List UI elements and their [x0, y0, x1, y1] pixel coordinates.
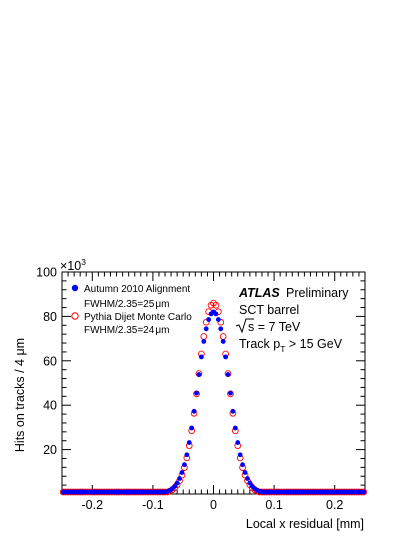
x-axis-title: Local x residual [mm] — [246, 517, 364, 531]
y-tick-label: 60 — [43, 354, 57, 368]
data-point — [213, 311, 219, 317]
data-point — [240, 462, 245, 468]
data-point — [232, 425, 238, 431]
data-point — [361, 489, 367, 495]
y-tick-label: 20 — [43, 443, 57, 457]
x-tick-label: -0.2 — [82, 498, 104, 512]
data-point — [245, 476, 250, 481]
legend-label-data: Autumn 2010 Alignment — [84, 284, 190, 295]
data-point — [228, 390, 233, 396]
preliminary-label: Preliminary — [286, 286, 349, 300]
x-tick-label: -0.1 — [142, 498, 164, 512]
data-point — [198, 354, 204, 360]
x-axis-ticks: -0.2 -0.1 0 0.1 0.2 — [61, 272, 366, 512]
data-point — [206, 317, 212, 322]
data-point — [179, 470, 185, 475]
data-point — [242, 470, 248, 475]
atlas-label: ATLAS — [238, 286, 280, 300]
energy-label: s = 7 TeV — [248, 320, 301, 334]
legend: Autumn 2010 Alignment FWHM/2.35=25μm Pyt… — [71, 284, 192, 336]
data-point — [191, 408, 197, 414]
data-point — [201, 339, 207, 344]
legend-sublabel-data: FWHM/2.35=25μm — [84, 299, 169, 310]
series-autumn-2010-alignment — [60, 309, 367, 495]
legend-marker-open-circle — [71, 312, 79, 320]
legend-marker-filled-circle — [71, 284, 79, 292]
data-point — [196, 372, 202, 377]
y-axis-ticks: 20 40 60 80 100 — [36, 266, 365, 495]
data-point — [172, 483, 178, 489]
mc-point — [200, 333, 208, 340]
y-tick-label: 100 — [36, 266, 57, 280]
y-axis-title: Hits on tracks / 4 μm — [13, 338, 27, 452]
data-point — [218, 326, 224, 332]
data-point — [189, 425, 195, 431]
data-point — [182, 462, 187, 468]
data-point — [184, 452, 190, 458]
data-point — [215, 317, 221, 322]
sqrt-symbol — [235, 318, 254, 334]
legend-label-mc: Pythia Dijet Monte Carlo — [84, 312, 192, 323]
y-multiplier: ×103 — [60, 257, 86, 273]
x-tick-label: 0.1 — [265, 498, 282, 512]
y-tick-label: 40 — [43, 399, 57, 413]
data-point — [203, 326, 209, 332]
mc-point — [212, 301, 220, 309]
data-point — [247, 480, 253, 486]
data-point — [177, 476, 182, 481]
data-point — [230, 408, 236, 414]
mc-point — [219, 333, 227, 340]
y-tick-label: 80 — [43, 310, 57, 324]
data-point — [225, 372, 231, 377]
legend-sublabel-mc: FWHM/2.35=24μm — [84, 325, 169, 336]
data-point — [223, 354, 229, 360]
data-point — [220, 339, 226, 344]
x-tick-label: 0.2 — [326, 498, 343, 512]
data-point — [194, 390, 199, 396]
track-pt-label: Track pT > 15 GeV — [239, 337, 343, 354]
mc-point — [217, 318, 225, 326]
data-point — [235, 440, 241, 445]
mc-point — [202, 318, 210, 326]
data-point — [237, 452, 243, 458]
detector-label: SCT barrel — [239, 303, 299, 317]
data-point — [186, 440, 192, 445]
annotations: ATLAS Preliminary SCT barrel s = 7 TeV T… — [235, 286, 349, 354]
x-tick-label: 0 — [210, 498, 217, 512]
data-point — [174, 480, 180, 486]
